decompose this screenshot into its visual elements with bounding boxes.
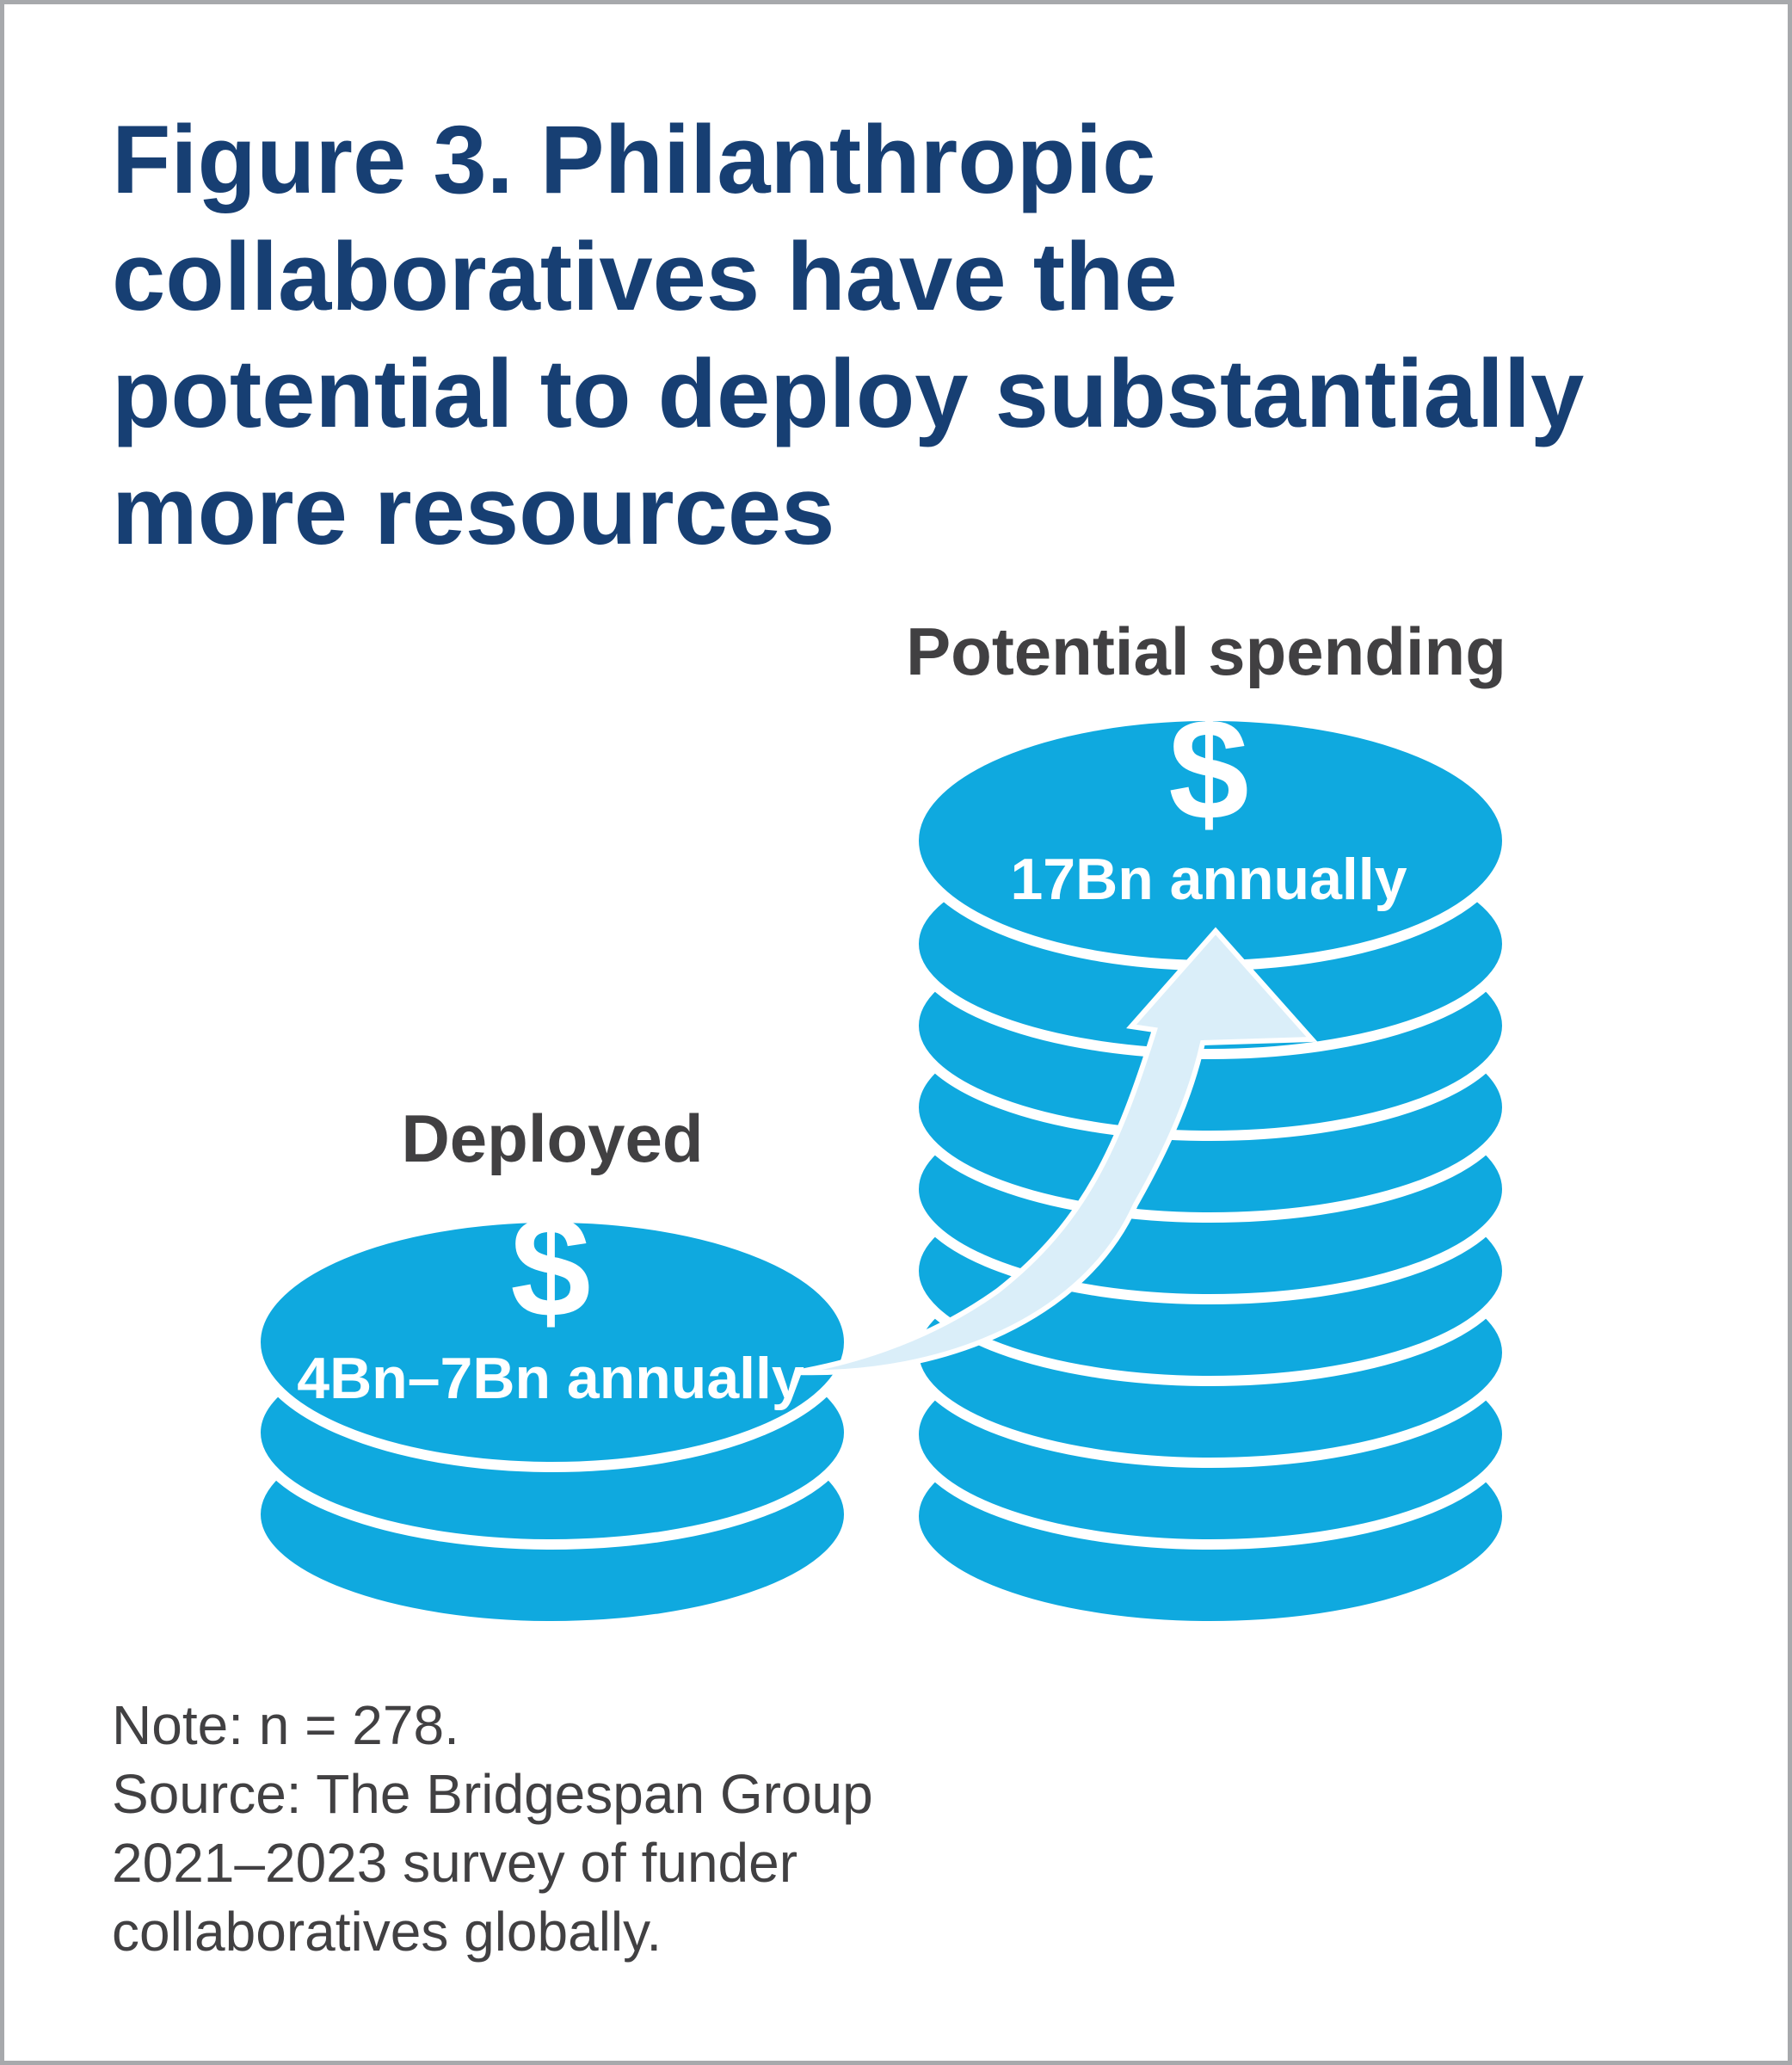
deployed-amount: 4Bn–7Bn annually [297,1346,804,1411]
title-line: more resources [112,457,835,564]
deployed-label: Deployed [401,1100,704,1176]
note-line: Source: The Bridgespan Group [112,1763,873,1825]
potential-coin-stack: $ 17Bn annually [908,688,1512,1631]
title-line: Figure 3. Philanthropic [112,106,1156,213]
curved-arrow-up-icon [795,927,1318,1376]
title-line: potential to deploy substantially [112,340,1585,447]
coin-top [250,1212,854,1472]
title-line: collaboratives have the [112,223,1178,330]
note-line: collaboratives globally. [112,1901,662,1963]
note-line: Note: n = 278. [112,1694,459,1756]
deployed-coin-stack: $ 4Bn–7Bn annually [250,1186,854,1631]
source-note: Note: n = 278. Source: The Bridgespan Gr… [112,1691,873,1966]
dollar-sign-icon: $ [510,1186,590,1347]
potential-amount: 17Bn annually [1010,847,1407,912]
potential-label: Potential spending [906,613,1506,689]
figure-title: Figure 3. Philanthropic collaboratives h… [112,102,1703,570]
note-line: 2021–2023 survey of funder [112,1832,798,1894]
dollar-sign-icon: $ [1168,688,1248,850]
